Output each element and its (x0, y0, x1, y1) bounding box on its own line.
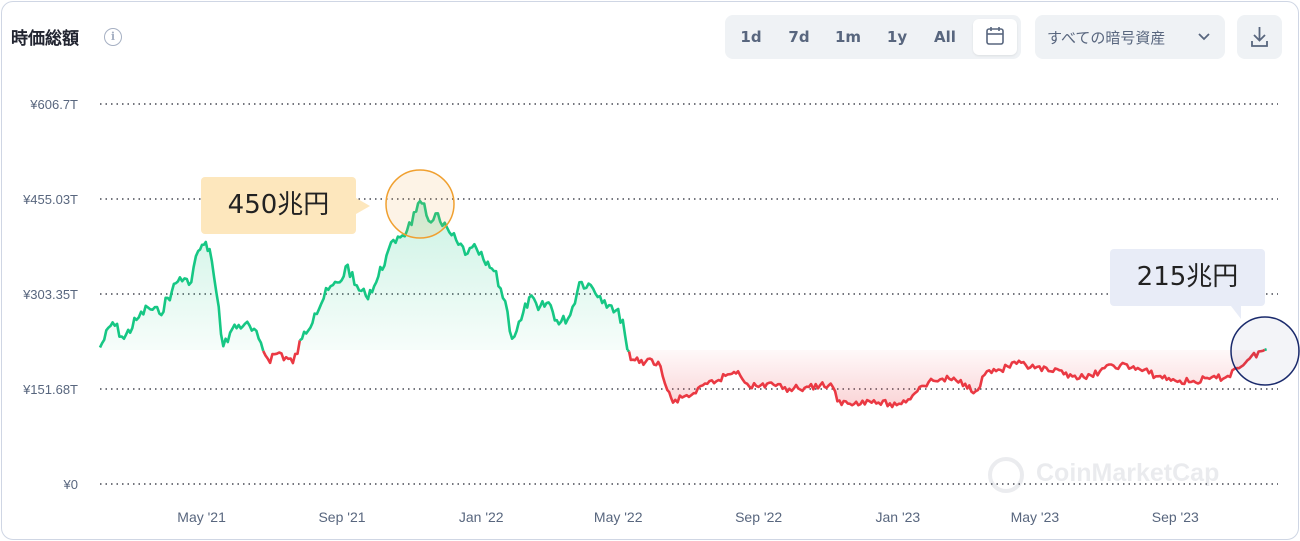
time-range-selector: 1d 7d 1m 1y All (725, 15, 1021, 59)
x-tick-label: Sep '21 (318, 509, 365, 525)
series-line-segment (98, 240, 265, 352)
current-value-callout: 215兆円 (1110, 249, 1265, 319)
range-1m-button[interactable]: 1m (834, 28, 862, 46)
series-line-segment (626, 349, 630, 353)
chart-title: 時価総額 (11, 29, 79, 49)
x-tick-label: May '21 (177, 509, 226, 525)
series-line-segment (299, 199, 629, 351)
area-fill-up (100, 201, 628, 364)
range-1y-button[interactable]: 1y (886, 28, 908, 46)
peak-highlight-circle (385, 169, 455, 239)
x-tick-label: Jan '23 (876, 509, 921, 525)
coinmarketcap-logo-icon (988, 457, 1024, 493)
series-line-segment (262, 340, 302, 365)
download-button[interactable] (1237, 15, 1282, 59)
download-icon (1251, 27, 1268, 47)
x-tick-label: Jan '22 (459, 509, 504, 525)
calendar-button[interactable] (973, 19, 1017, 55)
range-7d-button[interactable]: 7d (788, 28, 810, 46)
y-tick-label: ¥151.68T (22, 382, 78, 397)
range-all-button[interactable]: All (934, 28, 956, 46)
y-tick-label: ¥303.35T (22, 287, 78, 302)
watermark-text: CoinMarketCap (1036, 459, 1220, 487)
x-tick-label: Sep '22 (735, 509, 782, 525)
x-tick-label: Sep '23 (1152, 509, 1199, 525)
calendar-icon (986, 27, 1004, 45)
series-line-segment (1264, 348, 1267, 352)
asset-filter-select[interactable]: すべての暗号資産 (1035, 15, 1225, 59)
range-1d-button[interactable]: 1d (740, 28, 762, 46)
area-fill-down (627, 349, 1267, 407)
current-highlight-circle (1230, 316, 1300, 386)
y-tick-label: ¥0 (63, 477, 78, 492)
y-tick-label: ¥606.7T (29, 97, 78, 112)
chevron-down-icon (1198, 33, 1210, 41)
info-icon[interactable]: i (104, 28, 122, 46)
x-tick-label: May '22 (594, 509, 643, 525)
x-tick-label: May '23 (1011, 509, 1060, 525)
y-tick-label: ¥455.03T (22, 192, 78, 207)
series-line-segment (627, 348, 1266, 409)
asset-filter-label: すべての暗号資産 (1047, 29, 1166, 47)
peak-value-callout: 450兆円 (201, 177, 370, 234)
